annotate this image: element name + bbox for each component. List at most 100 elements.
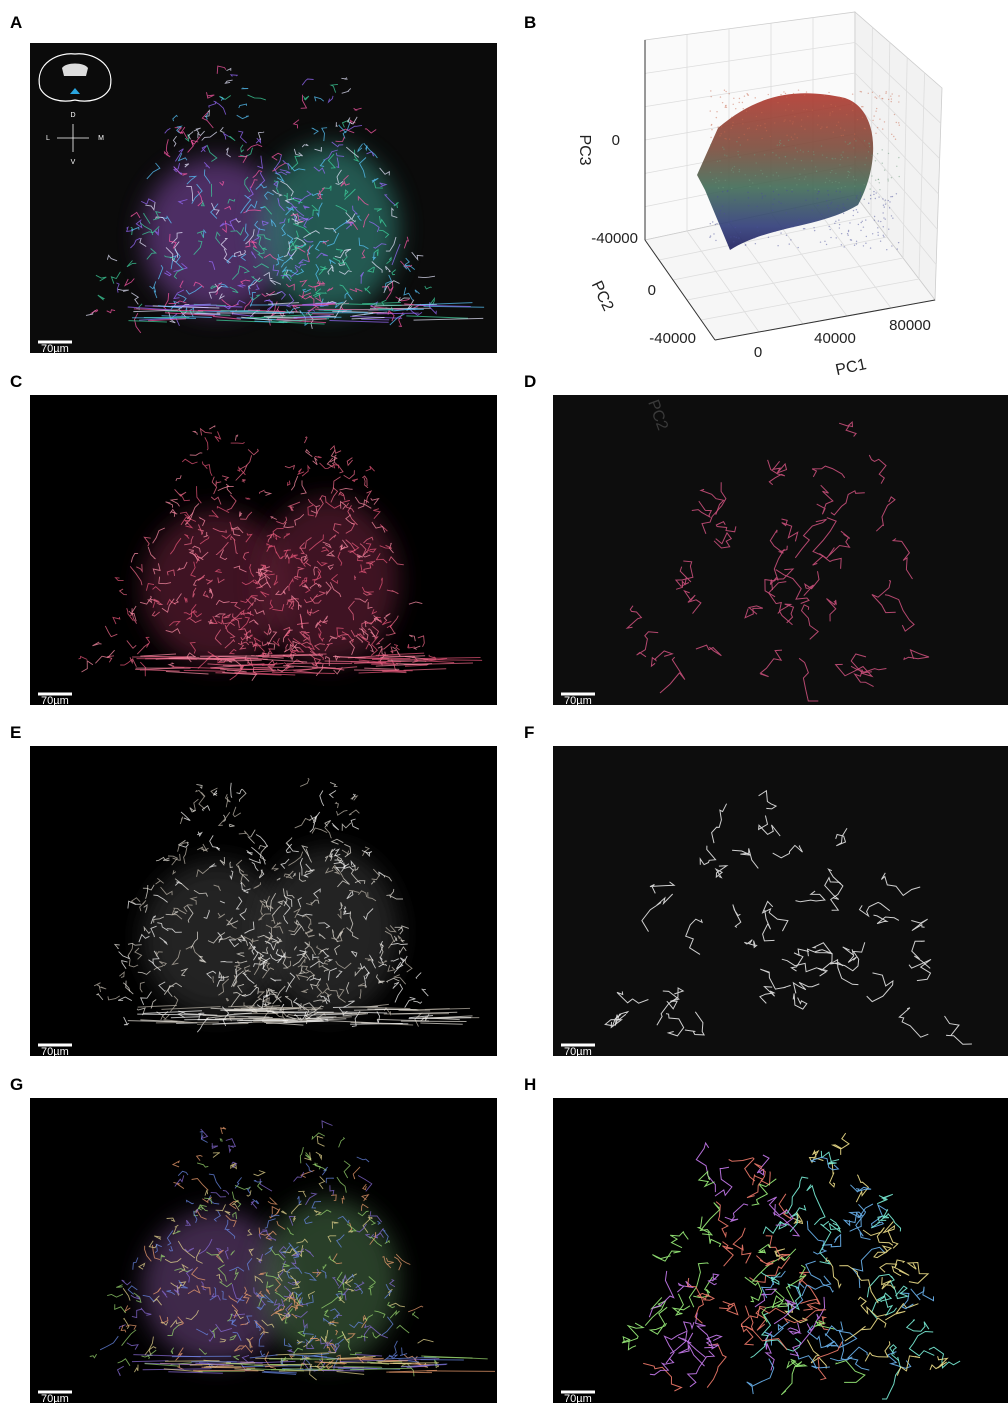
scatter-point xyxy=(731,128,732,129)
scatter-point xyxy=(761,112,762,113)
scatter-point xyxy=(716,223,717,224)
scatter-point xyxy=(717,196,718,197)
scatter-point xyxy=(883,204,884,205)
scatter-point xyxy=(779,142,780,143)
scatter-point xyxy=(773,191,774,192)
scatter-point xyxy=(873,115,874,116)
scatter-point xyxy=(787,225,788,226)
scatter-point xyxy=(757,230,758,231)
scatter-point xyxy=(711,129,712,130)
scatter-point xyxy=(710,137,711,138)
scatter-point xyxy=(821,214,822,215)
scatter-point xyxy=(876,98,877,99)
scatter-point xyxy=(899,125,900,126)
scatter-point xyxy=(818,115,819,116)
scatter-point xyxy=(710,144,711,145)
panel-letter: A xyxy=(10,13,22,32)
scatter-point xyxy=(811,160,812,161)
panel-letter: G xyxy=(10,1075,23,1094)
scatter-point xyxy=(888,153,889,154)
scatter-point xyxy=(756,162,757,163)
scatter-point xyxy=(891,101,892,102)
scatter-point xyxy=(884,121,885,122)
scatter-point xyxy=(757,227,758,228)
scatter-point xyxy=(738,237,739,238)
scatter-point xyxy=(882,128,883,129)
scatter-point xyxy=(869,188,870,189)
scatter-point xyxy=(735,237,736,238)
scatter-point xyxy=(739,98,740,99)
scatter-point xyxy=(883,217,884,218)
scatter-point xyxy=(794,116,795,117)
scatter-point xyxy=(789,243,790,244)
page: A B C D E F G H 70µm70µm70µm70µm70µm70µm… xyxy=(0,0,1008,1403)
scatter-point xyxy=(857,119,858,120)
scatter-point xyxy=(780,140,781,141)
scatter-point xyxy=(882,149,883,150)
orientation-label: M xyxy=(98,135,104,142)
scatter-point xyxy=(797,151,798,152)
scatter-point xyxy=(884,206,885,207)
scatter-point xyxy=(821,145,822,146)
scatter-point xyxy=(792,123,793,124)
scatter-point xyxy=(856,195,857,196)
scatter-point xyxy=(724,154,725,155)
scatter-point xyxy=(857,212,858,213)
scatter-point xyxy=(840,159,841,160)
scatter-point xyxy=(733,98,734,99)
scatter-point xyxy=(870,247,871,248)
scale-label: 70µm xyxy=(564,1393,592,1403)
scatter-point xyxy=(745,174,746,175)
scatter-point xyxy=(873,191,874,192)
scatter-point xyxy=(835,158,836,159)
scatter-point xyxy=(869,146,870,147)
scatter-point xyxy=(891,98,892,99)
scatter-point xyxy=(822,154,823,155)
scatter-point xyxy=(891,134,892,135)
scatter-point xyxy=(785,109,786,110)
scatter-point xyxy=(898,122,899,123)
tick-label: 0 xyxy=(648,282,656,299)
scatter-point xyxy=(765,195,766,196)
scatter-point xyxy=(852,110,853,111)
micrograph: 70µm xyxy=(553,746,1008,1058)
scatter-point xyxy=(820,241,821,242)
micrograph: 70µm xyxy=(30,395,497,707)
scatter-point xyxy=(807,116,808,117)
scatter-point xyxy=(726,107,727,108)
scatter-point xyxy=(743,108,744,109)
scatter-point xyxy=(720,210,721,211)
scatter-point xyxy=(786,212,787,213)
scatter-point xyxy=(899,176,900,177)
scatter-point xyxy=(882,198,883,199)
scatter-point xyxy=(774,199,775,200)
scatter-point xyxy=(748,205,749,206)
scatter-point xyxy=(839,224,840,225)
scatter-point xyxy=(848,175,849,176)
scatter-point xyxy=(752,182,753,183)
scatter-point xyxy=(735,227,736,228)
scatter-point xyxy=(825,182,826,183)
scatter-point xyxy=(784,187,785,188)
scatter-point xyxy=(727,191,728,192)
scatter-point xyxy=(798,89,799,90)
scatter-point xyxy=(779,144,780,145)
scatter-point xyxy=(864,164,865,165)
scatter-point xyxy=(778,194,779,195)
scatter-point xyxy=(877,153,878,154)
scatter-point xyxy=(831,202,832,203)
scatter-point xyxy=(839,164,840,165)
scatter-point xyxy=(802,151,803,152)
scatter-point xyxy=(726,155,727,156)
scatter-point xyxy=(772,204,773,205)
scatter-point xyxy=(817,124,818,125)
scatter-point xyxy=(841,233,842,234)
scatter-point xyxy=(744,95,745,96)
scatter-point xyxy=(792,139,793,140)
scatter-point xyxy=(853,147,854,148)
scatter-point xyxy=(737,151,738,152)
scatter-point xyxy=(755,175,756,176)
scatter-point xyxy=(740,144,741,145)
scatter-point xyxy=(829,229,830,230)
scatter-point xyxy=(742,119,743,120)
